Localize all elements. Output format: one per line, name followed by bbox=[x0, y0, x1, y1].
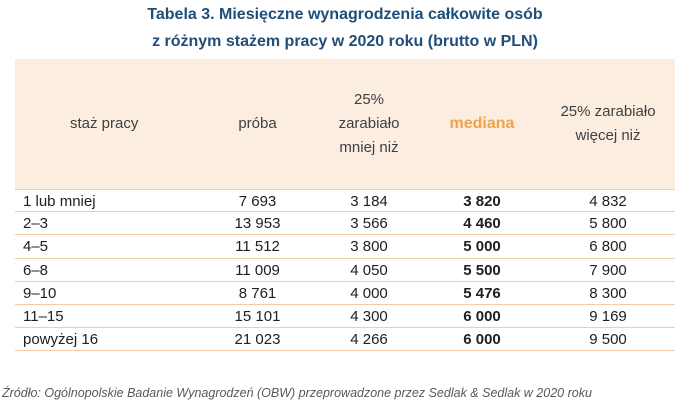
header-p25: 25% zarabiało mniej niż bbox=[315, 59, 423, 189]
table-title-line-2: z różnym stażem pracy w 2020 roku (brutt… bbox=[152, 33, 538, 50]
table-row: 9–10 8 761 4 000 5 476 8 300 bbox=[15, 282, 675, 305]
table-row: powyżej 16 21 023 4 266 6 000 9 500 bbox=[15, 328, 675, 352]
cell-proba: 11 009 bbox=[235, 261, 280, 279]
cell-proba: 11 512 bbox=[235, 238, 280, 256]
cell-proba: 7 693 bbox=[238, 193, 277, 210]
table-title-line-1: Tabela 3. Miesięczne wynagrodzenia całko… bbox=[147, 6, 543, 23]
cell-mediana: 3 820 bbox=[463, 193, 501, 210]
table-row: 4–5 11 512 3 800 5 000 6 800 bbox=[15, 235, 675, 259]
cell-proba: 21 023 bbox=[234, 331, 281, 349]
cell-proba: 15 101 bbox=[234, 307, 281, 325]
table-row: 6–8 11 009 4 050 5 500 7 900 bbox=[15, 259, 675, 282]
cell-mediana: 5 476 bbox=[463, 284, 501, 302]
cell-proba: 13 953 bbox=[234, 215, 281, 233]
header-staz-pracy: staż pracy bbox=[70, 115, 139, 132]
table-row: 2–3 13 953 3 566 4 460 5 800 bbox=[15, 212, 675, 236]
cell-p75: 5 800 bbox=[589, 215, 627, 233]
cell-mediana: 4 460 bbox=[463, 215, 501, 233]
cell-p25: 3 566 bbox=[350, 215, 388, 233]
table-row: 1 lub mniej 7 693 3 184 3 820 4 832 bbox=[15, 189, 675, 213]
cell-staz: 9–10 bbox=[23, 284, 57, 302]
header-p75: 25% zarabiało więcej niż bbox=[541, 59, 675, 189]
cell-p25: 3 184 bbox=[350, 193, 388, 210]
header-p75-line-1: 25% zarabiało bbox=[560, 103, 656, 120]
cell-p25: 4 050 bbox=[350, 261, 388, 279]
header-p25-line-2: zarabiało bbox=[338, 115, 400, 132]
cell-p25: 4 266 bbox=[350, 331, 388, 349]
header-p25-line-1: 25% bbox=[353, 91, 385, 108]
cell-p25: 3 800 bbox=[350, 238, 388, 256]
cell-mediana: 5 000 bbox=[463, 238, 501, 256]
cell-p25: 4 000 bbox=[350, 284, 388, 302]
cell-mediana: 5 500 bbox=[463, 261, 501, 279]
cell-staz: 6–8 bbox=[23, 261, 49, 279]
header-p75-line-2: więcej niż bbox=[575, 127, 641, 144]
cell-p75: 4 832 bbox=[589, 193, 627, 210]
header-p25-line-3: mniej niż bbox=[339, 139, 399, 156]
cell-p75: 9 169 bbox=[589, 307, 627, 325]
header-proba: próba bbox=[238, 115, 277, 132]
table-row: 11–15 15 101 4 300 6 000 9 169 bbox=[15, 305, 675, 329]
cell-p75: 7 900 bbox=[589, 261, 627, 279]
cell-staz: 11–15 bbox=[23, 307, 64, 325]
salary-table: staż pracy próba 25% zarabiało mniej niż… bbox=[15, 59, 675, 352]
cell-staz: powyżej 16 bbox=[23, 331, 99, 349]
source-note: Źródło: Ogólnopolskie Badanie Wynagrodze… bbox=[2, 386, 592, 400]
cell-proba: 8 761 bbox=[238, 284, 277, 302]
cell-p25: 4 300 bbox=[350, 307, 388, 325]
cell-mediana: 6 000 bbox=[463, 331, 501, 349]
cell-staz: 4–5 bbox=[23, 238, 49, 256]
header-mediana: mediana bbox=[449, 115, 515, 132]
cell-mediana: 6 000 bbox=[463, 307, 501, 325]
cell-p75: 8 300 bbox=[589, 284, 627, 302]
cell-p75: 9 500 bbox=[589, 331, 627, 349]
table-header: staż pracy próba 25% zarabiało mniej niż… bbox=[15, 59, 675, 189]
cell-p75: 6 800 bbox=[589, 238, 627, 256]
cell-staz: 1 lub mniej bbox=[23, 193, 96, 210]
table-body: 1 lub mniej 7 693 3 184 3 820 4 832 2–3 … bbox=[15, 189, 675, 352]
cell-staz: 2–3 bbox=[23, 215, 49, 233]
